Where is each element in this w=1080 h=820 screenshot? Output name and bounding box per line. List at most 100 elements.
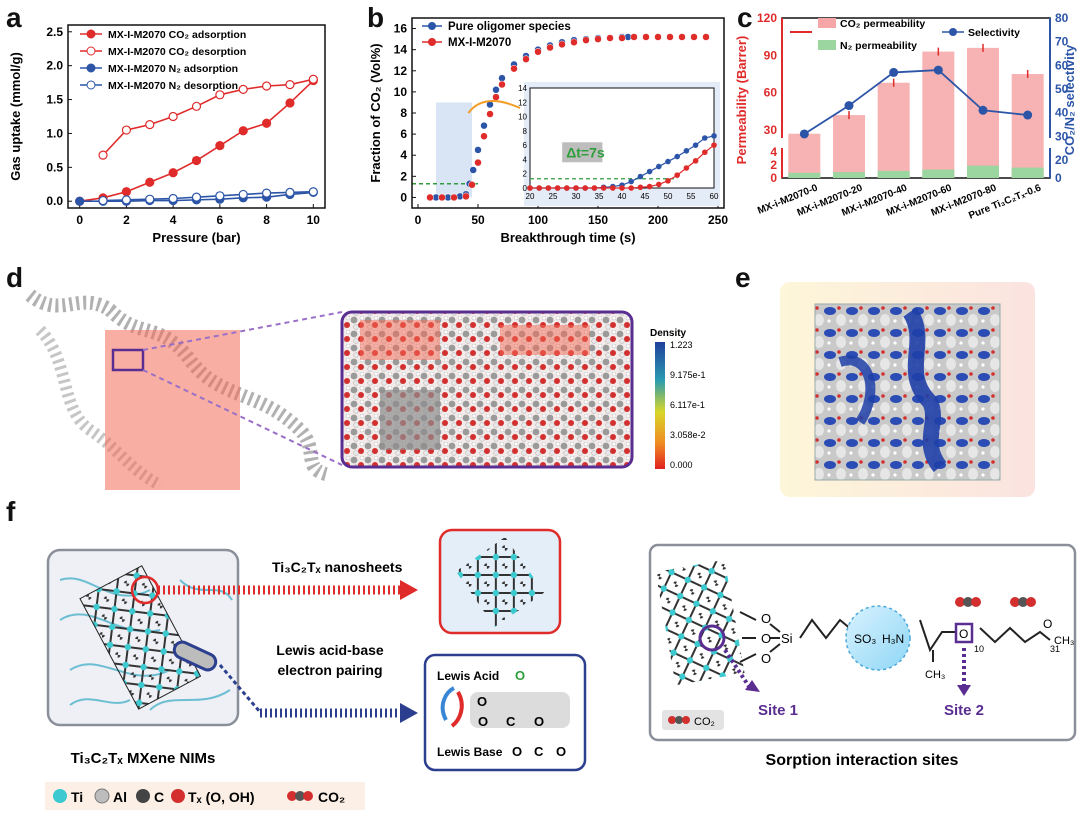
legend-c: C [154,789,164,805]
legend-n2-label: N₂ permeability [840,40,917,52]
density-tick: 0.000 [670,460,693,470]
inset-frame [529,87,715,189]
highlight-region [436,102,472,198]
chem-h3n: H₃N [882,632,904,646]
inset-point [582,185,588,191]
y-tick-label: 4 [400,148,407,162]
pair-o-2: O [478,714,488,729]
annotation-box [562,142,603,163]
data-point [215,191,225,201]
lewis-label-1: Lewis acid-base [276,642,384,658]
lewis-acid-label: Lewis Acid [437,669,499,683]
left-tick-label: 0 [770,171,777,185]
inset-point [683,165,690,171]
inset-y-tick: 4 [523,155,528,164]
inset-arrow [467,100,521,114]
x-tick-label: 6 [217,213,224,227]
data-point [438,193,446,202]
base-o-1: O [512,744,522,759]
left-tick-label: 2 [770,158,777,172]
y-tick-label: 2.5 [46,25,63,39]
data-point [534,48,542,56]
data-point [191,192,202,202]
data-point [582,36,590,44]
data-point [238,84,248,94]
data-point [238,126,248,136]
legend-marker [86,29,96,39]
inset-point [527,185,533,191]
lewis-acid-o: O [515,668,525,683]
selectivity-point [1023,110,1033,120]
panel-label-b: b [367,2,385,33]
right-tick-label: 60 [1055,58,1069,72]
data-point [702,33,710,41]
site2-marker [954,622,974,644]
inset-x-tick: 20 [526,192,535,201]
inset-point [646,168,653,175]
data-point [606,34,614,42]
legend-tx: Tₓ (O, OH) [188,789,255,805]
panel-e-isosurface [780,282,1035,497]
y-tick-label: 16 [394,22,408,36]
site2-label: Site 2 [944,702,984,719]
data-point [121,195,132,205]
chem-so3: SO₃ [854,632,876,646]
data-point [285,98,295,108]
x-tick-label: 50 [471,213,485,227]
inset-point [600,185,607,191]
legend-marker [86,80,96,90]
right-tick-label: 70 [1055,35,1069,49]
inset-point [692,158,699,164]
x-tick-label: 10 [307,213,321,227]
inset-y-tick: 8 [523,127,528,136]
inset-point [665,158,671,165]
data-point [492,93,500,101]
chem-o-3: O [761,651,771,666]
x-tick-label: 8 [263,213,270,227]
data-point [474,158,482,167]
y-tick-label: 1.0 [46,126,63,140]
data-point [261,118,272,128]
right-tick-label: 50 [1055,82,1069,96]
inset-point [692,142,699,148]
inset-point [591,185,598,191]
co2-bar [877,82,910,178]
data-point [191,155,202,166]
inset-point [628,185,634,191]
legend-label: Pure oligomer species [448,21,571,33]
base-o-2: O [556,744,566,759]
pair-c: C [506,714,516,729]
inset-point [674,153,680,160]
selectivity-point [889,67,899,77]
chart-a-uptake: 0 2 4 6 8 10 0.0 0.5 1.0 1.5 2.0 2.5 Pressure (bar) G… [8,24,326,245]
inset-point [665,178,671,184]
co2-legend: CO₂ [694,716,715,728]
left-tick-label: 90 [764,48,778,62]
co2-molecule [1010,597,1036,607]
data-point [618,34,626,42]
data-point [469,166,477,174]
data-point [666,33,674,41]
co2-bar [1011,74,1044,178]
n2-bar [922,169,955,178]
x-tick-label: 0 [76,213,83,227]
legend-sel-marker [949,28,957,36]
legend-label: MX-I-M2070 CO₂ adsorption [108,29,246,41]
legend-marker [428,22,436,30]
inset-point [702,149,708,156]
data-point [121,187,132,197]
data-point [285,187,295,198]
simulation-box [105,330,240,490]
density-tick: 6.117e-1 [670,400,705,410]
data-point [450,193,458,202]
chart-b-breakthrough: 0 50 100 150 200 2500246810121416Breakthrough… [368,17,728,245]
data-point [630,33,638,41]
data-point [98,195,108,206]
legend-label: MX-I-M2070 [448,37,511,49]
data-point [558,40,566,49]
legend-marker [86,46,96,56]
selectivity-point [933,65,943,75]
y-tick-label: 10 [394,85,408,99]
polymer-chain [25,289,332,491]
base-c: C [534,744,544,759]
